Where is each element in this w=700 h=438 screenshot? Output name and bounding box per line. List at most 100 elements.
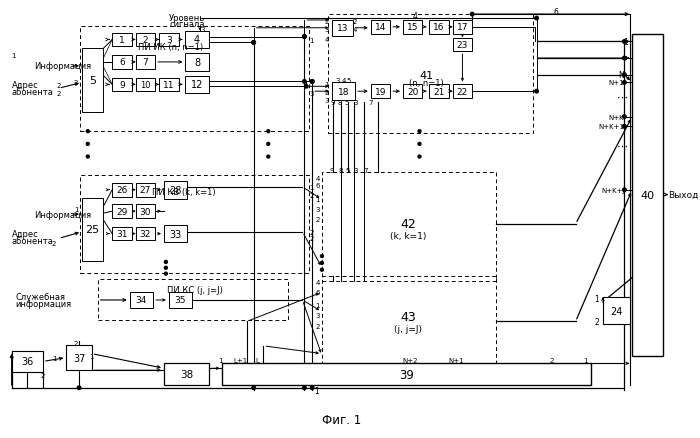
Circle shape [622, 57, 626, 60]
Text: 42: 42 [400, 218, 416, 231]
Text: 2: 2 [309, 236, 314, 242]
Circle shape [302, 36, 306, 39]
Text: 4: 4 [341, 78, 346, 84]
Bar [186, 76, 209, 94]
Bar [112, 205, 132, 219]
Circle shape [86, 156, 90, 159]
Text: 43: 43 [400, 311, 416, 323]
Text: Информация: Информация [34, 210, 91, 219]
Text: Выход: Выход [668, 191, 699, 200]
Text: Служебная: Служебная [15, 292, 66, 301]
Text: 4: 4 [412, 11, 417, 21]
Text: N+K+J: N+K+J [601, 187, 624, 193]
Text: 3: 3 [316, 207, 320, 213]
Text: 2: 2 [594, 317, 599, 326]
Text: 38: 38 [180, 369, 193, 379]
Circle shape [622, 116, 626, 119]
Bar [322, 173, 496, 282]
Bar [164, 364, 209, 385]
Text: L: L [256, 358, 260, 364]
Text: 1: 1 [309, 184, 314, 191]
Text: 34: 34 [136, 296, 147, 305]
Circle shape [302, 81, 306, 84]
Text: 1: 1 [309, 39, 314, 44]
Text: 4: 4 [194, 35, 200, 46]
Bar [112, 227, 132, 241]
Bar [403, 85, 422, 99]
Bar [328, 15, 533, 134]
Circle shape [622, 41, 626, 44]
Bar [403, 21, 422, 35]
Text: 4: 4 [324, 36, 329, 42]
Bar [112, 184, 132, 197]
Bar [136, 184, 155, 197]
Text: 12: 12 [191, 80, 203, 90]
Text: 2: 2 [41, 372, 45, 378]
Text: 5: 5 [345, 168, 349, 174]
Text: 9: 9 [330, 168, 334, 174]
Text: 35: 35 [175, 296, 186, 305]
Text: Информация: Информация [34, 62, 91, 71]
Text: 6: 6 [316, 290, 320, 296]
Text: 1: 1 [316, 197, 320, 203]
Bar [223, 364, 591, 385]
Text: ⋯: ⋯ [617, 141, 629, 152]
Circle shape [418, 143, 421, 146]
Text: 40: 40 [640, 190, 655, 200]
Text: 5: 5 [344, 100, 349, 106]
Text: ПИ КС (j, j=J): ПИ КС (j, j=J) [167, 285, 223, 294]
Text: ...: ... [308, 356, 316, 365]
Circle shape [86, 131, 90, 133]
Bar [603, 297, 630, 325]
Text: 1: 1 [583, 358, 587, 364]
Bar [82, 198, 104, 261]
Bar [12, 351, 43, 372]
Bar [112, 34, 132, 47]
Circle shape [535, 17, 538, 21]
Text: 26: 26 [116, 186, 127, 195]
Text: 13: 13 [337, 24, 348, 33]
Bar [632, 35, 664, 356]
Text: 2: 2 [74, 80, 78, 86]
Text: Фиг. 1: Фиг. 1 [322, 413, 361, 427]
Text: 23: 23 [457, 41, 468, 50]
Text: 2: 2 [309, 192, 314, 198]
Bar [80, 176, 309, 273]
Text: 2: 2 [143, 36, 148, 45]
Text: 6: 6 [119, 58, 125, 67]
Text: 4: 4 [353, 27, 357, 33]
Circle shape [164, 272, 167, 276]
Text: 6: 6 [554, 8, 559, 17]
Circle shape [418, 156, 421, 159]
Text: N+1: N+1 [609, 80, 624, 86]
Text: 3: 3 [335, 78, 340, 84]
Text: 3: 3 [324, 27, 329, 33]
Circle shape [622, 81, 626, 85]
Text: 4: 4 [316, 176, 320, 182]
Bar [82, 49, 104, 113]
Circle shape [267, 131, 270, 133]
Text: Адрес: Адрес [12, 230, 38, 239]
Bar [136, 56, 155, 70]
Text: 41: 41 [419, 71, 433, 81]
Text: 31: 31 [116, 230, 127, 239]
Text: 2: 2 [309, 229, 314, 235]
Text: 1: 1 [52, 355, 57, 361]
Text: 2: 2 [74, 340, 78, 346]
Text: Адрес: Адрес [12, 81, 38, 90]
Text: 1: 1 [324, 82, 329, 88]
Text: N: N [619, 71, 624, 80]
Text: 8: 8 [337, 100, 342, 106]
Text: 8: 8 [338, 168, 343, 174]
Text: 5: 5 [346, 78, 351, 84]
Text: N+2: N+2 [402, 358, 417, 364]
Bar [371, 21, 390, 35]
Text: 9: 9 [119, 81, 125, 90]
Text: 36: 36 [21, 357, 34, 367]
Text: 2: 2 [52, 241, 56, 247]
Text: (k, k=1): (k, k=1) [390, 232, 426, 240]
Text: 1: 1 [316, 302, 320, 308]
Bar [112, 78, 132, 92]
Text: 1: 1 [218, 358, 223, 364]
Text: L+1: L+1 [234, 358, 248, 364]
